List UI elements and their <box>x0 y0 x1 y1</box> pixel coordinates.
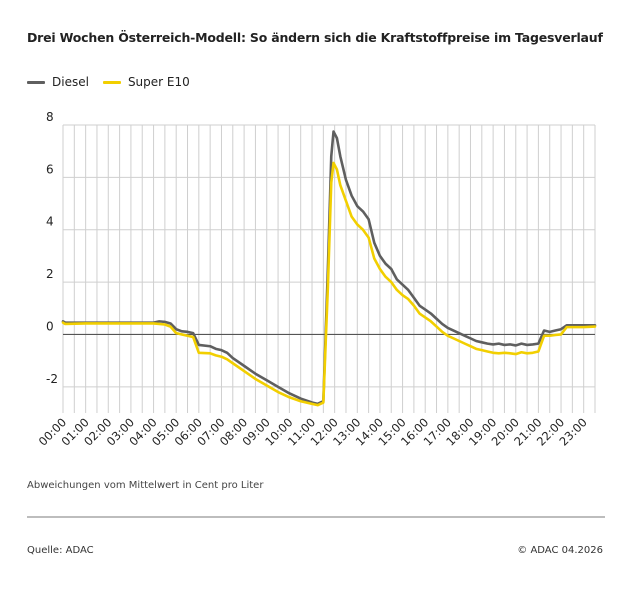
y-tick-label: 4 <box>46 215 54 229</box>
legend: Diesel Super E10 <box>27 75 204 89</box>
y-tick-label: -2 <box>46 372 58 386</box>
legend-label-super-e10: Super E10 <box>127 75 190 89</box>
legend-item-super-e10: Super E10 <box>102 75 190 89</box>
legend-item-diesel: Diesel <box>27 75 89 89</box>
copyright-label: © ADAC 04.2026 <box>517 545 603 556</box>
y-tick-label: 0 <box>46 319 54 333</box>
unit-note: Abweichungen vom Mittelwert in Cent pro … <box>27 480 264 491</box>
legend-swatch-diesel <box>27 80 45 84</box>
y-tick-label: 6 <box>46 162 54 176</box>
legend-swatch-super-e10 <box>102 80 121 84</box>
series-line-diesel <box>61 130 597 406</box>
series-line-super-e10 <box>61 161 597 407</box>
divider <box>27 516 605 518</box>
y-tick-label: 2 <box>46 267 54 281</box>
legend-label-diesel: Diesel <box>52 75 89 89</box>
y-tick-label: 8 <box>46 110 54 124</box>
line-chart: -20246800:0001:0002:0003:0004:0005:0006:… <box>36 110 597 449</box>
chart-title: Drei Wochen Österreich-Modell: So ändern… <box>27 30 603 45</box>
source-label: Quelle: ADAC <box>27 545 94 556</box>
